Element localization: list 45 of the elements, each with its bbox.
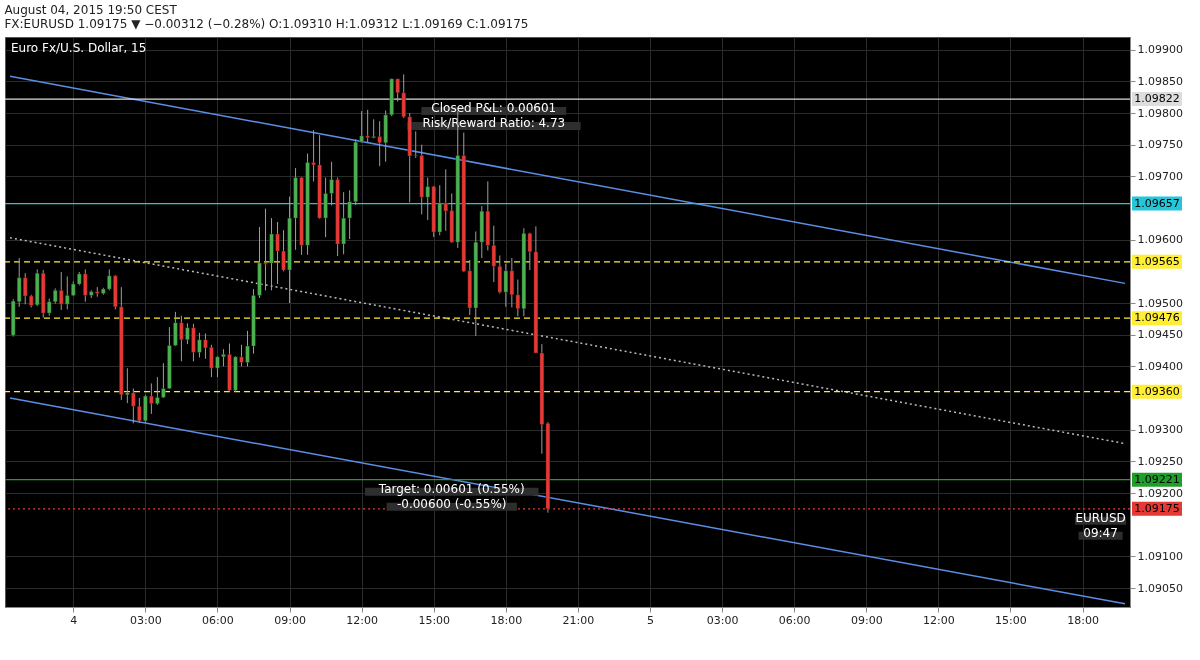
y-tick-label: 1.09900 <box>1137 43 1183 57</box>
text: August 04, 2015 19:50 CEST <box>4 3 178 17</box>
x-tick-label: 12:00 <box>923 613 955 627</box>
y-tick-label: 1.09500 <box>1137 296 1183 310</box>
annotation: 09:47 <box>1083 525 1118 540</box>
y-tick-label: 1.09300 <box>1137 423 1183 437</box>
y-tick-label: 1.09400 <box>1137 359 1183 373</box>
x-tick-label: 12:00 <box>346 613 378 627</box>
y-tick-label: 1.09100 <box>1137 549 1183 563</box>
annotation: Risk/Reward Ratio: 4.73 <box>422 116 566 131</box>
y-tick-label: 1.09050 <box>1137 581 1183 595</box>
annotation: Target: 0.00601 (0.55%) <box>377 481 525 496</box>
x-tick-label: 15:00 <box>418 613 451 627</box>
ref-line-label: 1.09221 <box>1134 472 1180 486</box>
chart-title: Euro Fx/U.S. Dollar, 15 <box>11 41 147 55</box>
annotation: EURUSD <box>1075 510 1126 525</box>
annotation: Closed P&L: 0.00601 <box>431 101 557 116</box>
y-tick-label: 1.09700 <box>1137 169 1183 183</box>
y-tick-label: 1.09450 <box>1137 328 1183 342</box>
x-tick-label: 03:00 <box>706 613 739 627</box>
x-tick-label: 06:00 <box>202 613 234 627</box>
ref-line-label: 1.09657 <box>1134 196 1180 210</box>
text: FX:EURUSD 1.09175 ▼ −0.00312 (−0.28%) O:1.09310 H:1.09312 L:1.09169 C:1.09175 <box>4 17 529 31</box>
x-tick-label: 4 <box>70 613 78 627</box>
y-tick-label: 1.09750 <box>1137 138 1183 152</box>
x-tick-label: 09:00 <box>850 613 883 627</box>
annotation: -0.00600 (-0.55%) <box>396 496 507 511</box>
x-tick-label: 15:00 <box>995 613 1027 627</box>
ref-line-label: 1.09476 <box>1134 311 1180 325</box>
y-tick-label: 1.09800 <box>1137 106 1183 120</box>
ref-line-label: 1.09565 <box>1134 254 1180 268</box>
x-tick-label: 03:00 <box>130 613 162 627</box>
y-tick-label: 1.09250 <box>1137 454 1183 468</box>
x-tick-label: 18:00 <box>1067 613 1099 627</box>
ref-line-label: 1.09175 <box>1134 501 1180 515</box>
x-tick-label: 06:00 <box>778 613 811 627</box>
x-tick-label: 21:00 <box>562 613 595 627</box>
y-tick-label: 1.09200 <box>1137 486 1183 500</box>
x-tick-label: 18:00 <box>490 613 523 627</box>
ref-line-label: 1.09822 <box>1134 92 1180 106</box>
ref-line-label: 1.09360 <box>1134 384 1180 398</box>
x-tick-label: 09:00 <box>274 613 306 627</box>
y-tick-label: 1.09850 <box>1137 74 1183 88</box>
x-tick-label: 5 <box>647 613 654 627</box>
y-tick-label: 1.09600 <box>1137 233 1183 247</box>
